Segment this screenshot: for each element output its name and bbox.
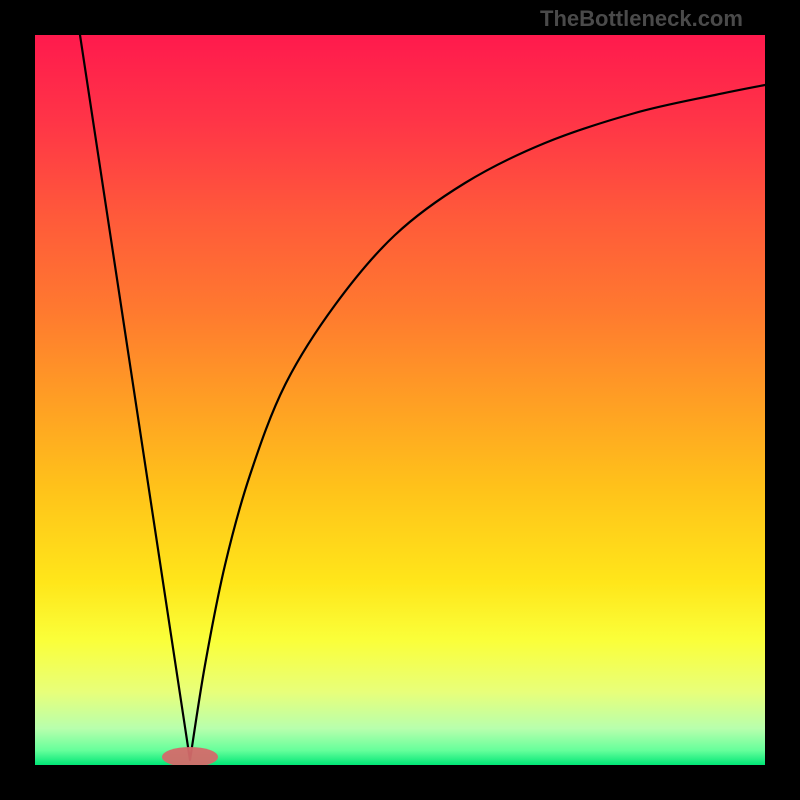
chart-frame: TheBottleneck.com <box>0 0 800 800</box>
watermark-text: TheBottleneck.com <box>540 6 743 32</box>
plot-area <box>35 35 765 765</box>
bottleneck-curve <box>80 35 765 760</box>
curve-layer <box>35 35 765 765</box>
optimum-marker <box>162 747 218 765</box>
